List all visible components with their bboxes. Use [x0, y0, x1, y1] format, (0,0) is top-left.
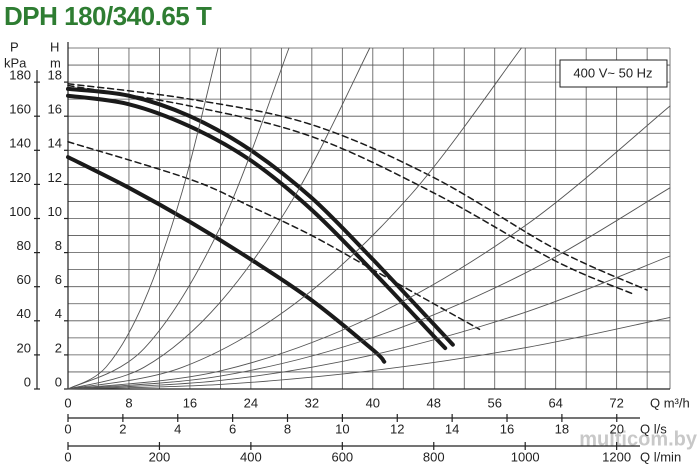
x2-tick-label: 16 — [500, 421, 514, 436]
y-tick-label: 16 — [48, 102, 62, 117]
curve — [67, 141, 481, 331]
x3-tick-label: 1200 — [602, 449, 631, 464]
y-tick-label: 4 — [55, 306, 62, 321]
x-tick-label: 48 — [427, 395, 441, 410]
x-tick-label: 24 — [244, 395, 258, 410]
y2-tick-label: 40 — [17, 306, 31, 321]
x2-tick-label: 0 — [64, 421, 71, 436]
x-tick-label: 32 — [305, 395, 319, 410]
y-tick-label: 0 — [55, 374, 62, 389]
y2-tick-label: 60 — [17, 272, 31, 287]
y-tick-label: 12 — [48, 170, 62, 185]
curve — [66, 86, 455, 347]
x-tick-label: 64 — [548, 395, 562, 410]
curve — [66, 93, 448, 351]
x3-tick-label: 200 — [149, 449, 171, 464]
x-tick-label: 56 — [487, 395, 501, 410]
x3-tick-label: 400 — [240, 449, 262, 464]
y-axis-unit: m — [50, 55, 61, 70]
x2-tick-label: 18 — [555, 421, 569, 436]
x2-tick-label: 20 — [610, 421, 624, 436]
x2-tick-label: 14 — [445, 421, 459, 436]
y2-tick-label: 140 — [9, 136, 31, 151]
y-tick-label: 10 — [48, 204, 62, 219]
y-tick-label: 8 — [55, 238, 62, 253]
x-tick-label: 0 — [64, 395, 71, 410]
y-tick-label: 14 — [48, 136, 62, 151]
curve — [66, 155, 387, 364]
y2-tick-label: 120 — [9, 170, 31, 185]
y-tick-label: 18 — [48, 68, 62, 83]
x2-tick-label: 6 — [229, 421, 236, 436]
x2-tick-label: 4 — [174, 421, 181, 436]
y2-axis-label: P — [10, 39, 19, 54]
curve — [67, 47, 371, 390]
y2-tick-label: 180 — [9, 68, 31, 83]
x-axis-label: Q m³/h — [650, 395, 690, 410]
x-tick-label: 72 — [609, 395, 623, 410]
x3-tick-label: 1000 — [511, 449, 540, 464]
x3-tick-label: 0 — [64, 449, 71, 464]
annotation: 400 V~ 50 Hz — [573, 65, 652, 80]
x3-tick-label: 600 — [331, 449, 353, 464]
x3-tick-label: 800 — [423, 449, 445, 464]
x2-tick-label: 12 — [390, 421, 404, 436]
x2-axis-label: Q l/s — [640, 421, 667, 436]
curve — [67, 105, 671, 390]
y-tick-label: 2 — [55, 340, 62, 355]
x2-tick-label: 2 — [119, 421, 126, 436]
x3-axis-label: Q l/min — [640, 449, 681, 464]
x2-tick-label: 8 — [284, 421, 291, 436]
curve — [67, 84, 633, 295]
y2-tick-label: 100 — [9, 204, 31, 219]
curve — [67, 47, 219, 390]
x-tick-label: 40 — [366, 395, 380, 410]
x2-tick-label: 10 — [335, 421, 349, 436]
y2-tick-label: 160 — [9, 102, 31, 117]
y-tick-label: 6 — [55, 272, 62, 287]
curve — [67, 47, 522, 390]
curve — [67, 187, 671, 390]
y2-tick-label: 20 — [17, 340, 31, 355]
x-tick-label: 16 — [183, 395, 197, 410]
curve — [67, 83, 648, 291]
y-axis-label: H — [50, 39, 59, 54]
annotation-box — [559, 59, 668, 88]
curve — [67, 255, 671, 390]
chart-title: DPH 180/340.65 T — [4, 1, 212, 31]
y2-axis-unit: kPa — [4, 55, 27, 70]
curve — [67, 316, 671, 390]
y2-tick-label: 0 — [24, 374, 31, 389]
watermark: multicom.by — [579, 428, 698, 450]
curve — [67, 47, 290, 390]
x-tick-label: 8 — [125, 395, 132, 410]
y2-tick-label: 80 — [17, 238, 31, 253]
